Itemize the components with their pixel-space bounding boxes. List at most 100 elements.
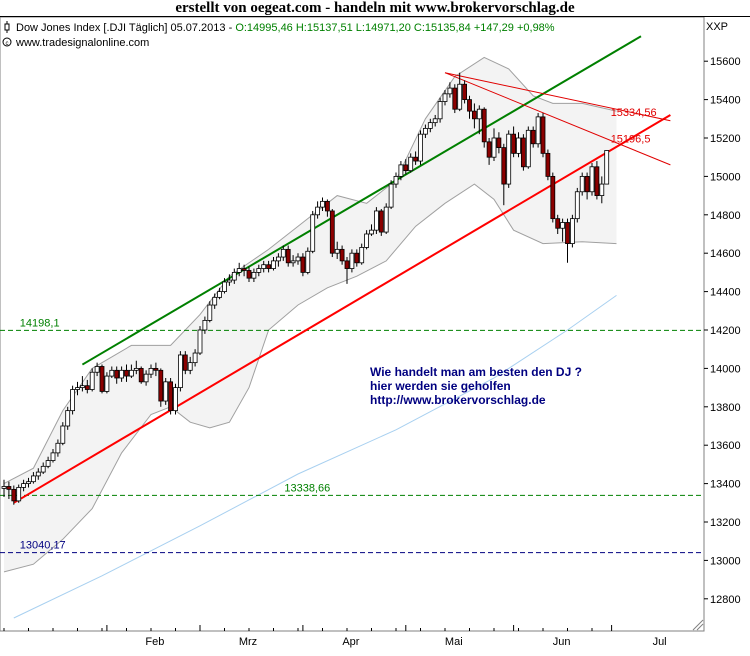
x-tick-label-Jul: Jul <box>653 636 667 648</box>
candle-78 <box>383 203 389 234</box>
candle-body <box>516 137 521 154</box>
candle-14 <box>70 385 75 415</box>
plot-border <box>0 16 705 632</box>
y-tick-label-14600: 14600 <box>710 248 741 260</box>
promo-annotation: Wie handelt man am besten den DJ ? hier … <box>370 365 582 407</box>
y-tick-label-14400: 14400 <box>710 287 741 299</box>
currency-label: XXP <box>706 21 728 33</box>
candle-body <box>84 385 90 390</box>
candle-body <box>6 486 12 490</box>
candle-body <box>163 381 169 402</box>
candle-body <box>378 210 384 233</box>
candle-67 <box>329 209 335 258</box>
candle-body <box>589 166 595 193</box>
candle-118 <box>579 172 585 196</box>
bollinger-fill <box>4 57 617 572</box>
moving-average-line <box>13 294 617 619</box>
candle-body <box>271 260 276 269</box>
candle-113 <box>555 214 561 234</box>
candle-116 <box>570 214 575 248</box>
candle-77 <box>378 209 384 236</box>
candle-75 <box>369 224 374 236</box>
candle-11 <box>55 439 61 457</box>
y-tick-label-13800: 13800 <box>710 402 741 414</box>
candle-body <box>168 381 174 412</box>
candle-43 <box>212 293 218 309</box>
chart-header: Dow Jones Index [.DJI Täglich] 05.07.201… <box>2 21 728 49</box>
candle-body <box>1 486 7 489</box>
candle-47 <box>231 268 237 284</box>
candlesticks <box>1 72 610 505</box>
candle-90 <box>442 90 448 106</box>
candle-body <box>354 252 360 264</box>
annotation-link[interactable]: http://www.brokervorschlag.de <box>370 393 546 407</box>
resistance-label-1: 15334,56 <box>611 107 657 119</box>
candle-body <box>50 452 56 461</box>
y-tick-label-14000: 14000 <box>710 363 741 375</box>
candle-body <box>364 233 370 248</box>
candle-117 <box>574 187 580 223</box>
candle-21 <box>104 372 110 394</box>
candle-108 <box>530 126 536 148</box>
resize-grip-icon[interactable] <box>692 619 704 631</box>
candle-body <box>310 214 316 252</box>
candle-body <box>104 375 110 392</box>
candle-101 <box>496 132 502 154</box>
candle-body <box>212 296 218 306</box>
x-tick-label-Jun: Jun <box>553 636 571 648</box>
horizontal-levels: 14198,1 13338,66 13040,17 <box>0 317 704 554</box>
candle-body <box>418 133 423 162</box>
candle-2 <box>11 485 17 505</box>
candle-body <box>604 150 610 185</box>
candle-68 <box>334 241 340 259</box>
candle-body <box>133 367 139 371</box>
candle-22 <box>109 366 115 378</box>
candle-body <box>187 362 193 371</box>
candle-body <box>530 129 536 145</box>
candle-73 <box>359 243 365 265</box>
candle-body <box>99 366 105 392</box>
candle-58 <box>285 245 291 267</box>
candle-body <box>236 268 242 273</box>
candle-88 <box>432 114 438 127</box>
candle-27 <box>133 360 139 375</box>
candle-body <box>369 229 374 235</box>
channel-lower-line <box>13 114 671 504</box>
trendlines: 15334,56 15196,5 <box>13 35 671 504</box>
candle-95 <box>467 95 472 119</box>
candle-body <box>173 387 178 412</box>
candle-19 <box>94 362 100 377</box>
candle-23 <box>114 366 120 384</box>
candle-18 <box>89 368 95 392</box>
candle-25 <box>124 364 129 382</box>
bollinger-lower-line <box>3 183 617 573</box>
candle-59 <box>290 255 296 267</box>
candle-body <box>266 264 272 269</box>
candle-body <box>457 83 463 110</box>
candle-91 <box>447 82 453 98</box>
copyright-icon: c <box>2 37 12 47</box>
candle-body <box>521 137 526 168</box>
x-tick-label-Mrz: Mrz <box>239 636 257 648</box>
candle-body <box>207 304 213 321</box>
candle-89 <box>437 97 443 123</box>
resistance-line-1 <box>444 72 671 122</box>
candle-body <box>217 291 223 298</box>
candle-81 <box>398 161 404 181</box>
resistance-label-2: 15196,5 <box>611 134 651 146</box>
candle-6 <box>30 472 36 484</box>
candle-85 <box>418 130 423 165</box>
candle-102 <box>501 143 507 206</box>
candle-87 <box>427 118 433 133</box>
chart-background <box>0 17 750 651</box>
x-tick-label-Apr: Apr <box>342 636 359 648</box>
candle-38 <box>187 356 193 375</box>
candle-body <box>197 329 203 354</box>
candle-body <box>349 252 355 269</box>
candle-body <box>535 116 541 145</box>
candle-97 <box>476 105 482 135</box>
candle-36 <box>177 351 183 392</box>
candle-body <box>290 260 296 264</box>
candle-body <box>550 175 556 220</box>
